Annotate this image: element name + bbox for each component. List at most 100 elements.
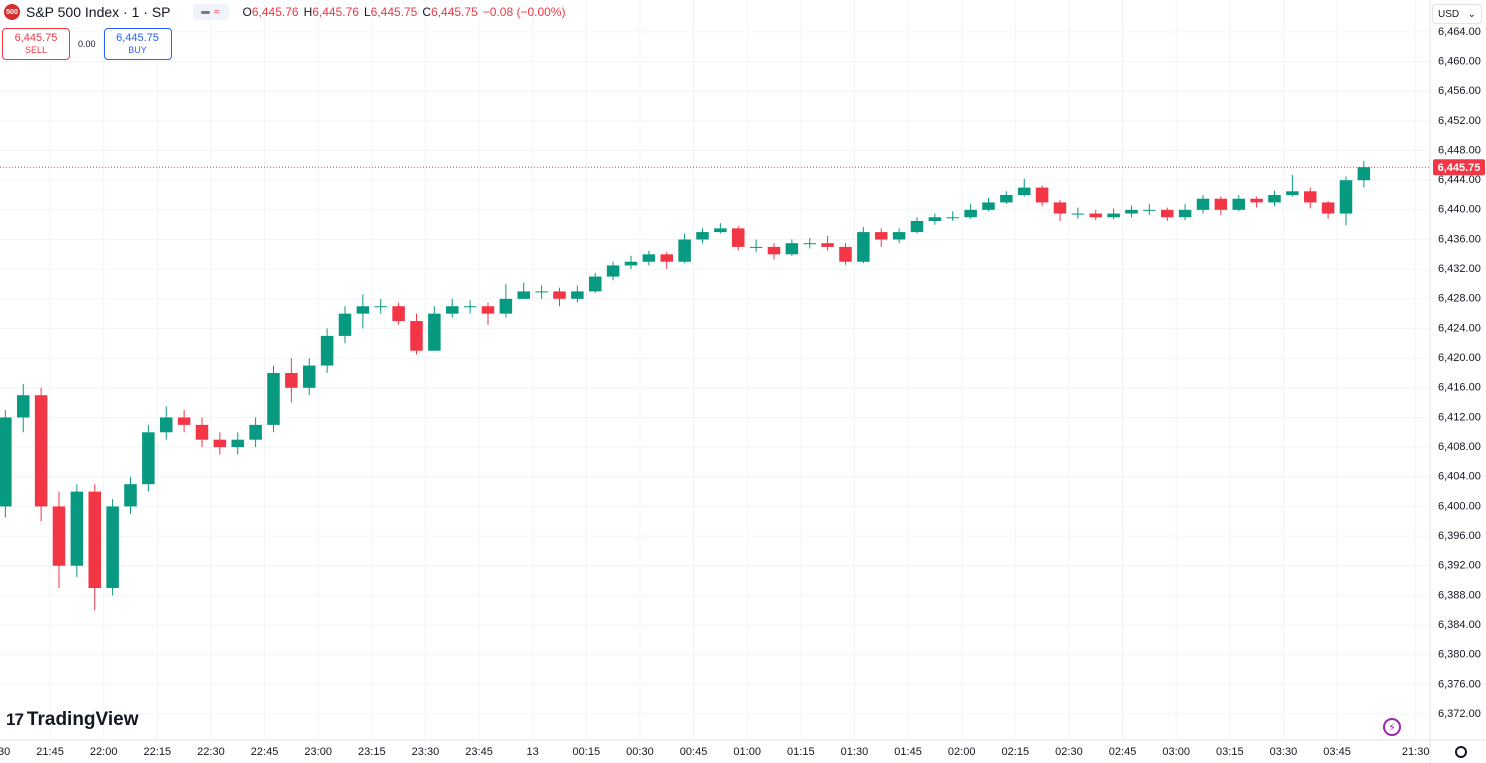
candle-body	[785, 243, 799, 255]
y-tick-label: 6,456.00	[1438, 85, 1481, 97]
symbol-icon: 500	[4, 4, 20, 20]
y-tick-label: 6,376.00	[1438, 678, 1481, 690]
ohlc-value: 6,445.75	[370, 5, 418, 19]
candle-body	[1214, 198, 1228, 210]
x-tick-label: 01:15	[787, 746, 815, 758]
grid	[0, 0, 1430, 740]
ohlc-key: O	[242, 5, 252, 19]
compare-toggle[interactable]: ≈	[192, 4, 229, 20]
candle-body	[142, 432, 155, 485]
candle-body	[1303, 191, 1317, 203]
candle-body	[445, 306, 459, 314]
last-price-label: 6,445.75	[1438, 162, 1481, 174]
y-tick-label: 6,424.00	[1438, 322, 1481, 334]
candle-body	[1250, 198, 1263, 203]
y-tick-label: 6,392.00	[1438, 560, 1481, 572]
y-tick-label: 6,404.00	[1438, 471, 1481, 483]
y-tick-label: 6,380.00	[1438, 649, 1481, 661]
candle-body	[821, 243, 834, 247]
ohlc-item: L6,445.75	[364, 5, 417, 19]
candle-body	[249, 424, 262, 440]
candle-body	[749, 246, 763, 248]
x-tick-label: 03:00	[1162, 746, 1190, 758]
candle-body	[588, 276, 602, 292]
ohlc-key: H	[303, 5, 313, 19]
y-tick-label: 6,388.00	[1438, 589, 1481, 601]
candle-body	[874, 232, 888, 240]
candle-body	[1125, 209, 1138, 214]
x-tick-label: 21:45	[36, 746, 64, 758]
candle-body	[1321, 202, 1335, 214]
candle-body	[177, 417, 191, 425]
candle-body	[910, 220, 924, 233]
ohlc-item: H6,445.76	[304, 5, 359, 19]
last-price-box	[1433, 159, 1485, 176]
sell-button[interactable]: 6,445.75 SELL	[2, 28, 70, 60]
y-tick-label: 6,372.00	[1438, 708, 1481, 720]
x-tick-label: 21:30	[1402, 746, 1430, 758]
currency: USD	[1438, 8, 1460, 20]
candle-body	[499, 298, 513, 314]
candle-body	[964, 209, 977, 218]
x-tick-label: 22:30	[197, 746, 225, 758]
candle-body	[731, 228, 745, 247]
x-tick-label: 00:30	[626, 746, 654, 758]
ohlc-key: C	[422, 5, 432, 19]
settings-icon[interactable]	[1455, 746, 1467, 758]
buy-button[interactable]: 6,445.75 BUY	[103, 28, 172, 60]
candle-body	[481, 306, 495, 314]
candle-body	[1268, 195, 1281, 203]
x-tick-label: 02:00	[948, 746, 976, 758]
candle-body	[159, 417, 173, 433]
currency-select[interactable]: USD ⌄	[1432, 4, 1482, 24]
y-tick-label: 6,448.00	[1438, 144, 1481, 156]
x-tick-label: 22:45	[251, 746, 279, 758]
y-tick-label: 6,384.00	[1438, 619, 1481, 631]
candle-body	[857, 232, 870, 262]
x-tick-label: 22:00	[90, 746, 118, 758]
candle-body	[1035, 187, 1049, 203]
candle-body	[267, 372, 280, 425]
candle-body	[624, 261, 638, 266]
y-tick-label: 6,412.00	[1438, 411, 1481, 423]
buy-price: 6,445.75	[116, 32, 159, 44]
candle-body	[660, 254, 673, 262]
candle-body	[106, 506, 119, 588]
brand[interactable]: 17 TradingView	[6, 709, 139, 730]
candle-body	[1143, 209, 1156, 211]
y-tick-label: 6,396.00	[1438, 530, 1481, 542]
candle-body	[1053, 202, 1067, 214]
plot	[0, 160, 1371, 611]
candle-body	[302, 365, 316, 388]
candle-body	[1017, 187, 1031, 196]
candle-body	[1196, 198, 1210, 210]
candle-body	[1089, 213, 1102, 218]
y-tick-label: 6,420.00	[1438, 352, 1481, 364]
candle-body	[70, 491, 84, 566]
candle-body	[982, 202, 995, 210]
alert-icon[interactable]: ⚡	[1383, 718, 1401, 736]
candle-body	[1339, 180, 1353, 214]
candle-body	[803, 243, 816, 245]
x-tick-label: 00:45	[680, 746, 708, 758]
y-tick-label: 6,408.00	[1438, 441, 1481, 453]
candle-body	[410, 321, 423, 351]
candle-body	[928, 217, 942, 221]
x-tick-label: 21:30	[0, 746, 10, 758]
ohlc-item: C6,445.75	[422, 5, 477, 19]
candle-body	[374, 306, 387, 308]
spread: 0.00	[78, 39, 96, 49]
y-tick-label: 6,416.00	[1438, 382, 1481, 394]
candle-body	[642, 254, 656, 262]
candle-body	[195, 424, 209, 440]
y-tick-label: 6,460.00	[1438, 55, 1481, 67]
candle-body	[213, 439, 227, 448]
x-tick-label: 13	[527, 746, 539, 758]
ohlc-key: L	[363, 5, 371, 19]
candle-body	[0, 417, 12, 507]
candle-body	[606, 265, 620, 277]
x-tick-label: 02:30	[1055, 746, 1083, 758]
candle-body	[839, 246, 852, 262]
candle-body	[338, 313, 352, 336]
symbol-title[interactable]: S&P 500 Index · 1 · SP	[26, 4, 171, 20]
